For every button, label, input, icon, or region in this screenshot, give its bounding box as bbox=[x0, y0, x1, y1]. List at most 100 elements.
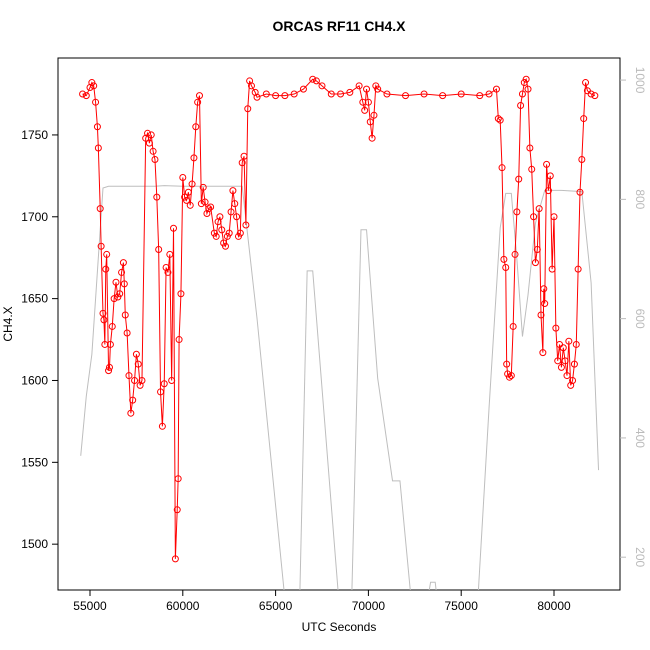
data-point bbox=[194, 98, 202, 106]
data-point bbox=[93, 123, 101, 131]
data-point bbox=[192, 123, 200, 131]
data-point bbox=[151, 155, 159, 163]
data-point bbox=[535, 205, 543, 213]
data-point bbox=[578, 155, 586, 163]
data-point bbox=[524, 85, 532, 93]
data-point bbox=[127, 409, 135, 417]
data-point bbox=[173, 506, 181, 514]
data-point bbox=[544, 187, 552, 195]
data-point bbox=[160, 380, 168, 388]
data-point bbox=[119, 259, 127, 267]
data-point bbox=[238, 159, 246, 167]
data-point bbox=[174, 475, 182, 483]
y2-tick-label: 600 bbox=[633, 309, 647, 329]
data-point bbox=[496, 116, 504, 124]
data-point bbox=[509, 322, 517, 330]
data-point bbox=[498, 164, 506, 172]
data-point bbox=[533, 246, 541, 254]
data-point bbox=[158, 422, 166, 430]
data-point bbox=[528, 165, 536, 173]
data-point bbox=[346, 88, 354, 96]
data-point bbox=[229, 187, 237, 195]
data-point bbox=[118, 268, 126, 276]
data-point bbox=[374, 85, 382, 93]
data-point bbox=[171, 555, 179, 563]
data-point bbox=[540, 285, 548, 293]
data-point bbox=[505, 373, 513, 381]
x-tick-label: 80000 bbox=[537, 599, 571, 613]
data-point bbox=[526, 144, 534, 152]
data-point bbox=[570, 360, 578, 368]
data-point bbox=[99, 309, 107, 317]
data-point bbox=[157, 388, 165, 396]
data-point bbox=[576, 188, 584, 196]
data-point bbox=[188, 180, 196, 188]
data-point bbox=[112, 278, 120, 286]
y-tick-label: 1500 bbox=[21, 537, 48, 551]
data-point bbox=[541, 300, 549, 308]
data-point bbox=[548, 265, 556, 273]
data-point bbox=[364, 98, 372, 106]
data-point bbox=[383, 90, 391, 98]
data-point bbox=[212, 232, 220, 240]
data-point bbox=[94, 144, 102, 152]
data-point bbox=[507, 372, 515, 380]
data-point bbox=[207, 203, 215, 211]
data-point bbox=[125, 372, 133, 380]
data-point bbox=[164, 268, 172, 276]
data-point bbox=[557, 363, 565, 371]
data-point bbox=[105, 363, 113, 371]
data-point bbox=[155, 246, 163, 254]
data-point bbox=[476, 92, 484, 100]
data-point bbox=[106, 340, 114, 348]
data-point bbox=[201, 198, 209, 206]
data-point bbox=[123, 329, 131, 337]
data-point bbox=[205, 205, 213, 213]
data-point bbox=[561, 357, 569, 365]
data-point bbox=[327, 90, 335, 98]
data-point bbox=[587, 90, 595, 98]
data-point bbox=[97, 242, 105, 250]
data-point bbox=[244, 105, 252, 113]
data-point bbox=[183, 196, 191, 204]
data-point bbox=[500, 255, 508, 263]
data-point bbox=[231, 200, 239, 208]
data-point bbox=[186, 201, 194, 209]
data-point bbox=[179, 173, 187, 181]
data-point bbox=[439, 92, 447, 100]
y-tick-label: 1650 bbox=[21, 292, 48, 306]
y-tick-label: 1700 bbox=[21, 210, 48, 224]
x-tick-label: 75000 bbox=[445, 599, 479, 613]
data-point bbox=[82, 92, 90, 100]
data-point bbox=[420, 90, 428, 98]
data-point bbox=[366, 118, 374, 126]
data-point bbox=[149, 147, 157, 155]
data-point bbox=[580, 115, 588, 123]
x-tick-label: 60000 bbox=[166, 599, 200, 613]
data-point bbox=[145, 139, 153, 147]
data-point bbox=[559, 344, 567, 352]
data-point bbox=[134, 360, 142, 368]
data-point bbox=[355, 82, 363, 90]
data-point bbox=[233, 213, 241, 221]
data-point bbox=[494, 115, 502, 123]
data-point bbox=[242, 221, 250, 229]
data-point bbox=[485, 90, 493, 98]
data-point bbox=[272, 92, 280, 100]
data-point bbox=[227, 208, 235, 216]
y2-tick-label: 200 bbox=[633, 547, 647, 567]
data-point bbox=[518, 90, 526, 98]
y-tick-label: 1750 bbox=[21, 128, 48, 142]
data-point bbox=[531, 259, 539, 267]
data-point bbox=[199, 183, 207, 191]
data-point bbox=[309, 75, 317, 83]
plot-frame bbox=[57, 57, 621, 591]
data-point bbox=[522, 75, 530, 83]
data-point bbox=[361, 106, 369, 114]
data-point bbox=[370, 111, 378, 119]
data-point bbox=[513, 208, 521, 216]
data-point bbox=[582, 79, 590, 87]
data-point bbox=[132, 350, 140, 358]
data-point bbox=[253, 93, 261, 101]
